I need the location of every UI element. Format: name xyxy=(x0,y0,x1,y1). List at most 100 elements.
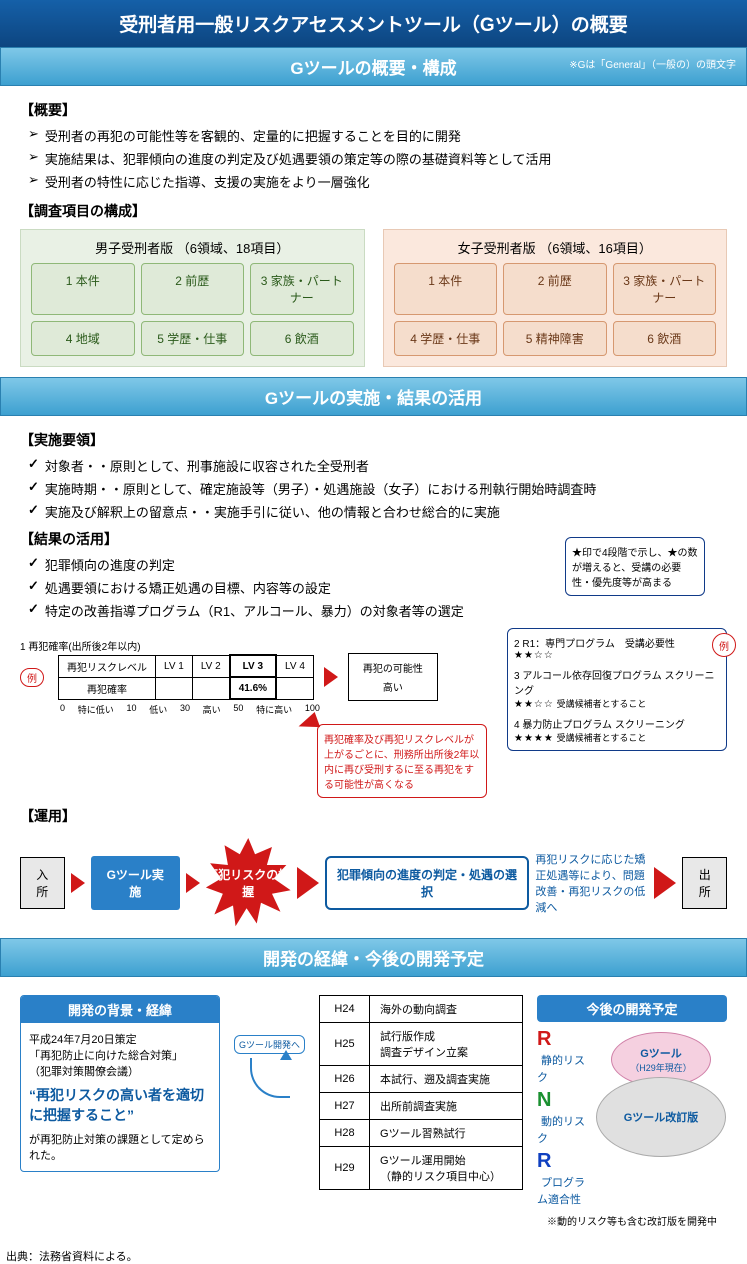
overview-item: 実施結果は、犯罪傾向の進度の判定及び処遇要領の策定等の際の基礎資料等として活用 xyxy=(45,149,552,168)
prog-sub: 受講候補者とすること xyxy=(557,733,647,743)
risk-header: LV 1 xyxy=(156,655,193,677)
operation-label: 【運用】 xyxy=(20,806,727,826)
risk-level-table: 再犯リスクレベル LV 1 LV 2 LV 3 LV 4 再犯確率 41.6% xyxy=(58,654,314,700)
example-label: 例 xyxy=(712,633,736,657)
impl-item: 実施時期・・原則として、確定施設等（男子）・処遇施設（女子）における刑執行開始時… xyxy=(45,479,596,498)
possibility-box: 再犯の可能性 高い xyxy=(348,653,438,701)
timeline-year: H27 xyxy=(320,1093,370,1120)
flow-starburst: 再犯リスクの把握 xyxy=(206,838,291,928)
impl-list: 対象者・・原則として、刑事施設に収容された全受刑者 実施時期・・原則として、確定… xyxy=(20,454,727,523)
main-title: 受刑者用一般リスクアセスメントツール（Gツール）の概要 xyxy=(0,0,747,47)
future-footnote: ※動的リスク等も含む改訂版を開発中 xyxy=(537,1213,727,1228)
timeline-text: 試行版作成 調査デザイン立案 xyxy=(370,1023,523,1066)
possibility-label: 再犯の可能性 xyxy=(363,660,423,675)
dev-bg-line: 平成24年7月20日策定 xyxy=(29,1031,211,1047)
section1-header-text: Gツールの概要・構成 xyxy=(290,59,456,78)
prog-name: アルコール依存回復プログラム スクリーニング xyxy=(514,671,715,697)
future-gray-oval: Gツール改訂版 xyxy=(596,1077,726,1157)
arrow-icon xyxy=(71,873,85,893)
arrow-icon xyxy=(324,667,338,687)
pink-sub: （H29年現在） xyxy=(630,1061,692,1074)
prog-no: 2 xyxy=(514,639,520,650)
impl-item: 実施及び解釈上の留意点・・実施手引に従い、他の情報と合わせ総合的に実施 xyxy=(45,502,500,521)
rnr-sym: R xyxy=(537,1028,551,1050)
timeline-text: Gツール運用開始 （静的リスク項目中心） xyxy=(370,1147,523,1190)
dev-bg-quote: “再犯リスクの高い者を適切に把握すること” xyxy=(29,1085,211,1125)
prog-stars: ★★☆☆ xyxy=(514,699,554,710)
female-domain: 1 本件 xyxy=(394,263,498,315)
rnr-sym: N xyxy=(537,1089,551,1111)
timeline-year: H28 xyxy=(320,1120,370,1147)
timeline-text: 本試行、遡及調査実施 xyxy=(370,1066,523,1093)
usage-item: 処遇要領における矯正処遇の目標、内容等の設定 xyxy=(45,578,331,597)
risk-row-label: 再犯確率 xyxy=(59,677,156,699)
male-domain: 4 地域 xyxy=(31,321,135,356)
arrow-icon xyxy=(654,867,676,899)
timeline-text: 海外の動向調査 xyxy=(370,996,523,1023)
female-domain: 5 精神障害 xyxy=(503,321,607,356)
dev-bg-line: が再犯防止対策の課題として定められた。 xyxy=(29,1131,211,1163)
overview-label: 【概要】 xyxy=(20,100,727,120)
male-domain: 1 本件 xyxy=(31,263,135,315)
male-domain: 3 家族・パートナー xyxy=(250,263,354,315)
prog-no: 3 xyxy=(514,671,520,682)
flow-out: 出所 xyxy=(682,857,727,909)
usage-item: 犯罪傾向の進度の判定 xyxy=(45,555,175,574)
male-domain: 2 前歴 xyxy=(141,263,245,315)
timeline-year: H24 xyxy=(320,996,370,1023)
timeline-table: H24海外の動向調査 H25試行版作成 調査デザイン立案 H26本試行、遡及調査… xyxy=(319,995,523,1190)
female-domain: 2 前歴 xyxy=(503,263,607,315)
programs-box: 例 2 R1：専門プログラム 受講必要性 ★★☆☆ 3 アルコール依存回復プログ… xyxy=(507,628,727,751)
male-panel: 男子受刑者版 （6領域、18項目） 1 本件 2 前歴 3 家族・パートナー 4… xyxy=(20,229,365,367)
star-note-box: ★印で4段階で示し、★の数が増えると、受講の必要性・優先度等が高まる xyxy=(565,537,705,596)
impl-item: 対象者・・原則として、刑事施設に収容された全受刑者 xyxy=(45,456,369,475)
flow-text: 再犯リスクに応じた矯正処遇等により、問題改善・再犯リスクの低減へ xyxy=(535,851,648,915)
female-title: 女子受刑者版 （6領域、16項目） xyxy=(394,238,717,257)
impl-label: 【実施要領】 xyxy=(20,430,727,450)
flow-in: 入所 xyxy=(20,857,65,909)
structure-label: 【調査項目の構成】 xyxy=(20,201,727,221)
prog-sub: 受講候補者とすること xyxy=(557,699,647,709)
section1-header-note: ※Gは「General」（一般の）の頭文字 xyxy=(569,56,736,71)
dev-bg-line: （犯罪対策閣僚会議） xyxy=(29,1063,211,1079)
usage-item: 特定の改善指導プログラム（R1、アルコール、暴力）の対象者等の選定 xyxy=(45,601,464,620)
prog-name: R1：専門プログラム 受講必要性 xyxy=(522,639,674,650)
flow-gtool: Gツール実施 xyxy=(91,856,180,910)
risk-callout: 再犯確率及び再犯リスクレベルが上がるごとに、刑務所出所後2年以内に再び受刑するに… xyxy=(317,724,487,798)
timeline-year: H25 xyxy=(320,1023,370,1066)
possibility-value: 高い xyxy=(363,679,423,694)
female-domain: 3 家族・パートナー xyxy=(613,263,717,315)
prog-stars: ★★★★ xyxy=(514,733,554,744)
prog-name: 暴力防止プログラム スクリーニング xyxy=(522,720,684,731)
risk-header: 再犯リスクレベル xyxy=(59,655,156,677)
example-label: 例 xyxy=(20,668,44,687)
rnr-label: 静的リスク xyxy=(537,1055,585,1084)
risk-table-title: 1 再犯確率(出所後2年以内) xyxy=(20,638,487,653)
overview-list: 受刑者の再犯の可能性等を客観的、定量的に把握することを目的に開発 実施結果は、犯… xyxy=(20,124,727,193)
risk-highlight: 41.6% xyxy=(230,677,276,699)
section3-header: 開発の経緯・今後の開発予定 xyxy=(0,938,747,977)
dev-bg-header: 開発の背景・経緯 xyxy=(21,996,219,1023)
curved-arrow-icon xyxy=(250,1058,290,1098)
rnr-label: 動的リスク xyxy=(537,1116,585,1145)
male-title: 男子受刑者版 （6領域、18項目） xyxy=(31,238,354,257)
future-header: 今後の開発予定 xyxy=(537,995,727,1022)
operation-flow: 入所 Gツール実施 再犯リスクの把握 犯罪傾向の進度の判定・処遇の選択 再犯リス… xyxy=(20,838,727,928)
male-domain: 6 飲酒 xyxy=(250,321,354,356)
timeline-text: Gツール習熟試行 xyxy=(370,1120,523,1147)
prog-stars: ★★☆☆ xyxy=(514,650,554,661)
pink-title: Gツール xyxy=(630,1045,692,1061)
timeline-text: 出所前調査実施 xyxy=(370,1093,523,1120)
overview-item: 受刑者の特性に応じた指導、支援の実施をより一層強化 xyxy=(45,172,370,191)
arrow-icon xyxy=(186,873,200,893)
timeline-year: H26 xyxy=(320,1066,370,1093)
future-box: 今後の開発予定 R静的リスク N動的リスク Rプログラム適合性 Gツール （H2… xyxy=(537,995,727,1228)
female-panel: 女子受刑者版 （6領域、16項目） 1 本件 2 前歴 3 家族・パートナー 4… xyxy=(383,229,728,367)
risk-header: LV 4 xyxy=(276,655,313,677)
timeline-year: H29 xyxy=(320,1147,370,1190)
arrow-icon xyxy=(297,867,319,899)
flow-judge: 犯罪傾向の進度の判定・処遇の選択 xyxy=(325,856,530,910)
risk-axis: 0 特に低い 10 低い 30 高い 50 特に高い 100 xyxy=(60,703,320,716)
female-domain: 4 学歴・仕事 xyxy=(394,321,498,356)
curved-arrow-label: Gツール開発へ xyxy=(234,1035,305,1054)
